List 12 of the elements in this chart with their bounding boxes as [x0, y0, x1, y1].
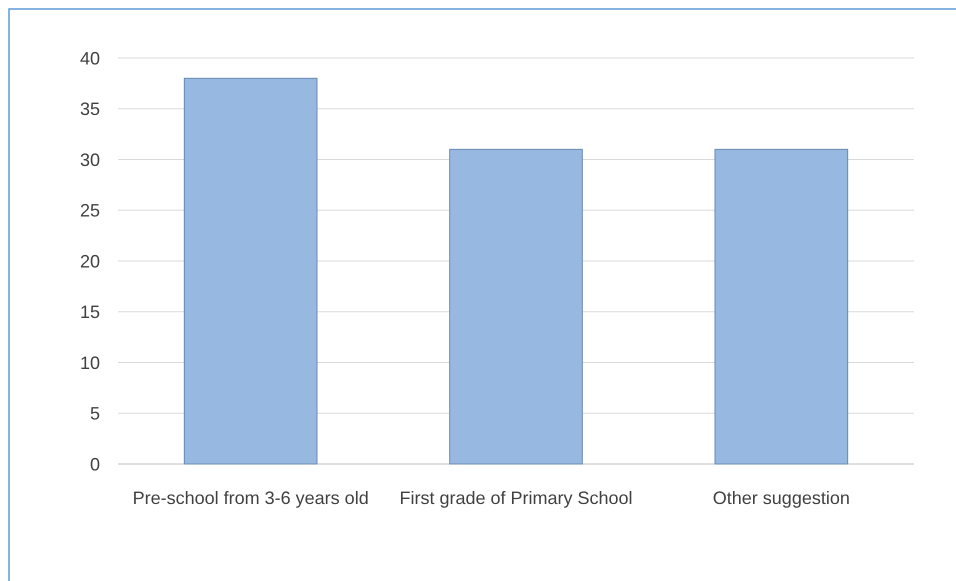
y-tick-label: 15 — [80, 302, 100, 322]
x-tick-label: First grade of Primary School — [399, 488, 633, 508]
y-tick-label: 20 — [80, 251, 100, 272]
y-tick-label: 5 — [90, 404, 100, 424]
x-tick-label: Pre-school from 3-6 years old — [132, 488, 369, 508]
y-tick-label: 35 — [80, 99, 100, 120]
y-tick-label: 0 — [90, 454, 100, 474]
y-tick-label: 30 — [80, 150, 100, 170]
x-tick-label: Other suggestion — [712, 488, 850, 508]
y-tick-label: 40 — [80, 48, 100, 68]
y-tick-label: 25 — [80, 200, 100, 221]
y-tick-label: 10 — [80, 352, 100, 373]
